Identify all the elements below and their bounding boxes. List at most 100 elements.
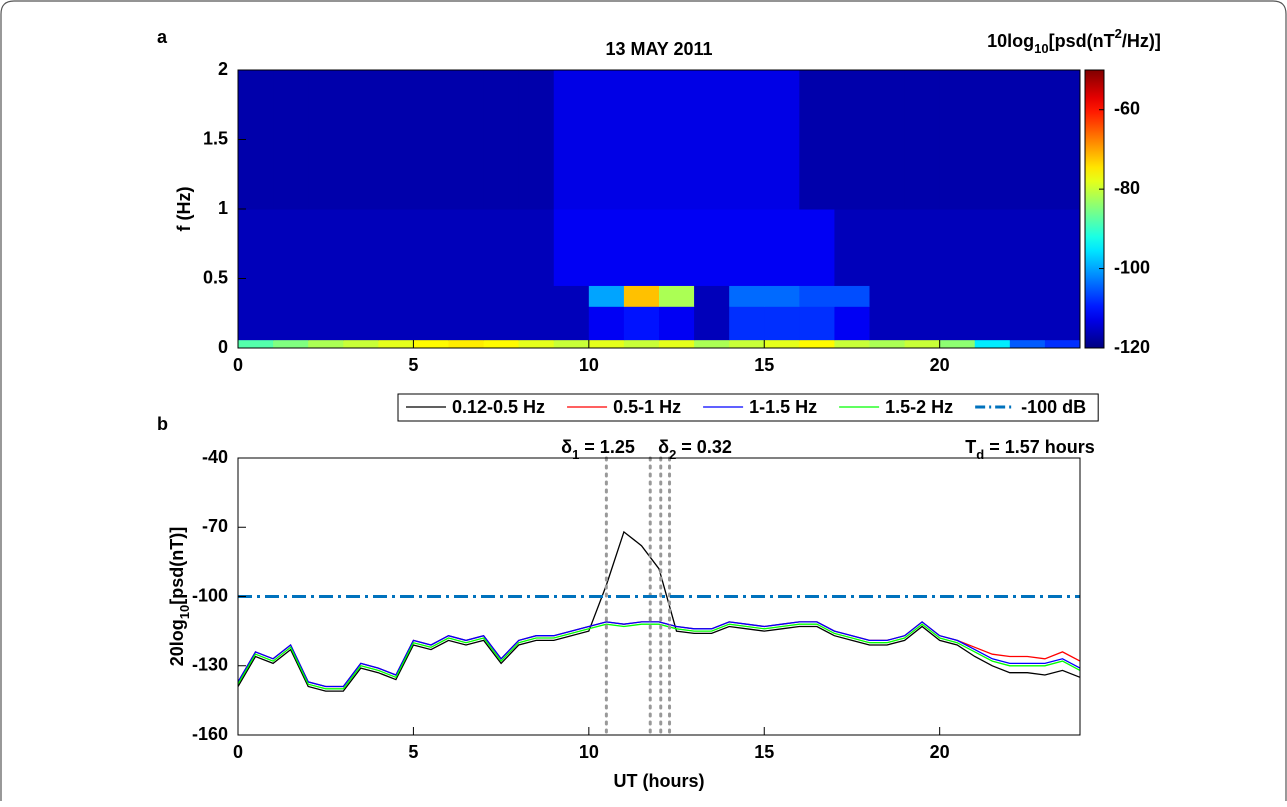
colorbar-label-part: /Hz)] [1122,31,1161,51]
heat-cell [484,306,520,340]
heat-cell [799,340,835,349]
heat-cell [905,340,941,349]
heat-cell [1045,209,1081,286]
heat-cell [238,340,274,349]
heat-cell [940,70,976,210]
heat-cell [659,285,695,306]
heat-cell [624,340,660,349]
heat-cell [940,306,976,340]
heat-cell [413,340,449,349]
heat-cell [343,306,379,340]
heat-cell [729,70,765,210]
heat-cell [519,340,555,349]
heat-cell [940,209,976,286]
heat-cell [589,285,625,306]
heat-cell [589,70,625,210]
heat-cell [273,209,309,286]
y-tick-label: 1 [218,198,228,218]
annotation-part: = 1.25 [579,437,635,457]
heat-cell [238,209,274,286]
heat-cell [975,340,1011,349]
x-tick-label: 20 [930,742,950,762]
heat-cell [308,70,344,210]
annotation-part: = 1.57 hours [984,437,1095,457]
heat-cell [694,306,730,340]
heat-cell [519,306,555,340]
colorbar-tick-label: -100 [1114,257,1150,277]
x-tick-label: 0 [233,355,243,375]
x-tick-label: 0 [233,742,243,762]
heat-cell [729,306,765,340]
heat-cell [975,285,1011,306]
heat-cell [413,285,449,306]
x-tick-label: 15 [754,355,774,375]
legend-label: 1-1.5 Hz [749,397,817,417]
heat-cell [834,70,870,210]
colorbar-tick-label: -80 [1114,178,1140,198]
heat-cell [975,209,1011,286]
colorbar-label-part: 10 [1034,41,1048,56]
heat-cell [624,209,660,286]
y-axis-label-part: 10 [177,605,192,619]
heat-cell [343,209,379,286]
heat-cell [905,209,941,286]
heat-cell [589,340,625,349]
heat-cell [905,70,941,210]
heat-cell [343,70,379,210]
heat-cell [905,306,941,340]
heat-cell [975,306,1011,340]
heat-cell [764,285,800,306]
y-tick-label: 1.5 [203,128,228,148]
heat-cell [624,306,660,340]
heat-cell [1045,70,1081,210]
heat-cell [1010,285,1046,306]
heat-cell [624,70,660,210]
annotation-part: T [965,437,976,457]
y-axis-label-part: 20log [167,619,187,666]
heat-cell [659,70,695,210]
heat-cell [764,70,800,210]
x-tick-label: 10 [579,742,599,762]
heat-cell [343,285,379,306]
x-tick-label: 10 [579,355,599,375]
heat-cell [484,209,520,286]
heat-cell [378,306,414,340]
annotation-part: δ [561,437,572,457]
y-tick-label: -100 [192,585,228,605]
heat-cell [413,306,449,340]
annotation-part: d [976,447,984,462]
legend-label: -100 dB [1021,397,1086,417]
heat-cell [378,285,414,306]
heat-cell [308,209,344,286]
y-tick-label: -160 [192,724,228,744]
heat-cell [624,285,660,306]
heat-cell [554,306,590,340]
heat-cell [694,70,730,210]
heat-cell [308,340,344,349]
heat-cell [449,70,485,210]
colorbar-tick-label: -120 [1114,337,1150,357]
heat-cell [378,209,414,286]
figure: 0510152000.511.52a13 MAY 2011f (Hz)-120-… [0,0,1287,802]
heat-cell [729,340,765,349]
heat-cell [484,285,520,306]
x-axis-label: UT (hours) [614,771,705,791]
y-tick-label: -40 [202,447,228,467]
heat-cell [273,306,309,340]
heat-cell [870,70,906,210]
colorbar-tick-label: -60 [1114,98,1140,118]
heat-cell [1045,340,1081,349]
heat-cell [519,209,555,286]
heat-cell [554,285,590,306]
heat-cell [238,306,274,340]
heat-cell [870,340,906,349]
heat-cell [449,306,485,340]
heat-cell [273,285,309,306]
legend-label: 1.5-2 Hz [885,397,953,417]
colorbar-label-part: [psd(nT [1049,31,1115,51]
heat-cell [975,70,1011,210]
y-tick-label: -70 [202,516,228,536]
heat-cell [1010,70,1046,210]
heat-cell [905,285,941,306]
heat-cell [449,340,485,349]
